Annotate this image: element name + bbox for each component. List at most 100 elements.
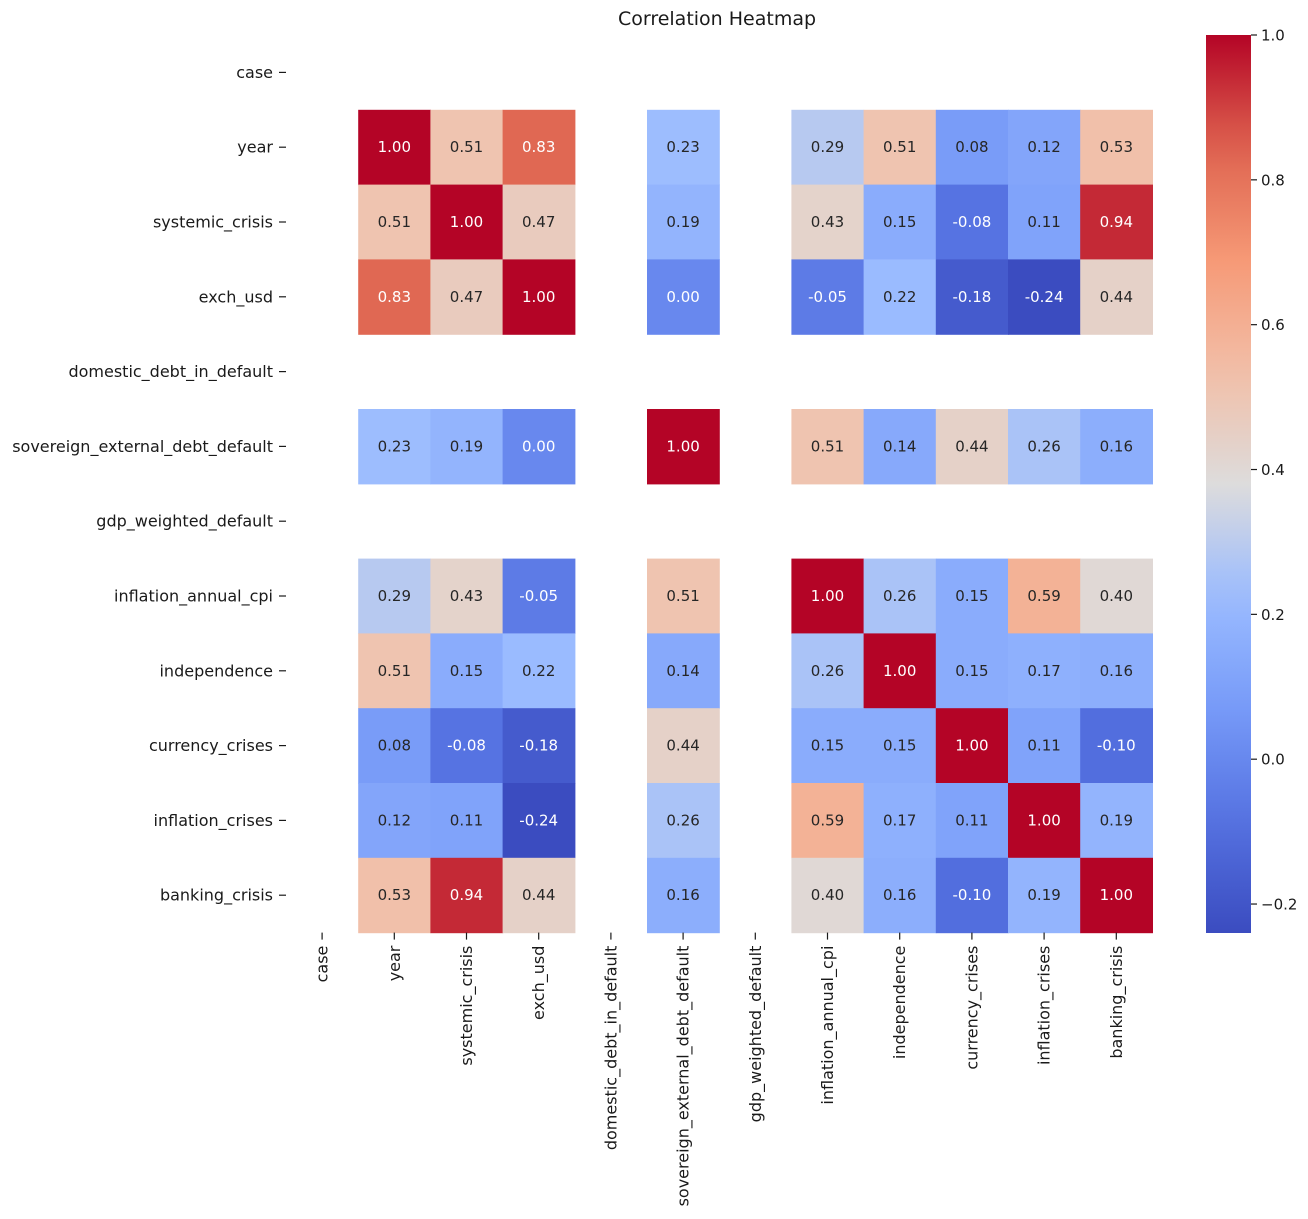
cell-annotation: 0.43	[450, 587, 483, 605]
heatmap-cell	[358, 708, 431, 784]
cell-annotation: 1.00	[522, 288, 555, 306]
cell-annotation: 0.23	[666, 138, 699, 156]
heatmap-cell	[791, 409, 865, 485]
cell-annotation: -0.08	[447, 737, 486, 755]
cell-annotation: 0.00	[522, 437, 555, 455]
heatmap-cell	[791, 708, 865, 784]
cell-annotation: 0.11	[1027, 213, 1060, 231]
heatmap-cell	[502, 857, 576, 934]
heatmap-cell	[502, 409, 576, 485]
cell-annotation: 0.44	[955, 437, 988, 455]
colorbar-tick-label: 0.8	[1261, 171, 1285, 189]
cell-annotation: 0.44	[522, 886, 555, 904]
heatmap-cells	[358, 109, 1153, 934]
y-tick-label: inflation_annual_cpi	[114, 587, 273, 607]
cell-annotation: 0.15	[883, 213, 916, 231]
heatmap-cell	[358, 783, 431, 859]
cell-annotation: 0.51	[811, 437, 844, 455]
heatmap-cell	[935, 708, 1009, 784]
cell-annotation: 0.43	[811, 213, 844, 231]
y-tick-label: case	[236, 63, 273, 82]
heatmap-cell	[647, 708, 720, 784]
x-tick-label: gdp_weighted_default	[746, 946, 766, 1123]
heatmap-cell	[863, 633, 937, 709]
cell-annotation: 0.51	[666, 587, 699, 605]
heatmap-cell	[863, 857, 937, 934]
heatmap-cell	[935, 409, 1009, 485]
cell-annotation: -0.08	[952, 213, 991, 231]
colorbar-gradient	[1206, 35, 1251, 933]
cell-annotation: 0.53	[378, 886, 411, 904]
heatmap-cell	[1080, 633, 1153, 709]
heatmap-cell	[430, 857, 504, 934]
heatmap-cell	[358, 633, 431, 709]
cell-annotation: 0.16	[666, 886, 699, 904]
heatmap-cell	[1008, 857, 1081, 934]
colorbar-tick-label: 0.4	[1261, 461, 1285, 479]
cell-annotation: -0.10	[1097, 737, 1136, 755]
cell-annotation: 0.53	[1100, 138, 1133, 156]
x-tick-label: currency_crises	[962, 946, 982, 1070]
heatmap-cell	[647, 558, 720, 634]
cell-annotation: 0.22	[522, 662, 555, 680]
cell-annotation: 0.29	[811, 138, 844, 156]
heatmap-cell	[935, 857, 1009, 934]
cell-annotation: 0.00	[666, 288, 699, 306]
x-tick-label: sovereign_external_debt_default	[674, 946, 694, 1207]
heatmap-cell	[430, 259, 504, 335]
cell-annotation: 0.51	[378, 213, 411, 231]
cell-annotation: 0.19	[1100, 811, 1133, 829]
x-tick-label: inflation_annual_cpi	[818, 946, 838, 1105]
cell-annotation: 0.14	[666, 662, 699, 680]
heatmap-cell	[358, 857, 431, 934]
heatmap-cell	[935, 558, 1009, 634]
x-tick-label: case	[313, 946, 332, 983]
cell-annotation: -0.18	[519, 737, 558, 755]
colorbar: 1.0 0.8 0.6 0.4 0.2 0.0 −0.2	[1206, 27, 1297, 933]
heatmap-cell	[647, 109, 720, 186]
heatmap-cell	[935, 109, 1009, 186]
heatmap-cell	[1080, 259, 1153, 335]
colorbar-tick-label: 0.2	[1261, 606, 1285, 624]
cell-annotation: 0.22	[883, 288, 916, 306]
heatmap-cell	[1008, 409, 1081, 485]
cell-annotation: 0.44	[666, 737, 699, 755]
heatmap-cell	[1080, 783, 1153, 859]
y-tick-label: currency_crises	[149, 736, 273, 756]
heatmap-cell	[502, 558, 576, 634]
heatmap-cell	[1080, 857, 1153, 934]
cell-annotation: 0.08	[378, 737, 411, 755]
cell-annotation: 0.59	[811, 811, 844, 829]
heatmap-cell	[358, 558, 431, 634]
heatmap-cell	[791, 259, 865, 335]
cell-annotation: 0.15	[955, 587, 988, 605]
cell-annotation: 0.16	[1100, 437, 1133, 455]
colorbar-tick-label: 0.0	[1261, 751, 1285, 769]
x-tick-label: inflation_crises	[1035, 946, 1055, 1065]
heatmap-cell	[647, 857, 720, 934]
cell-annotation: 1.00	[666, 437, 699, 455]
cell-annotation: 0.51	[378, 662, 411, 680]
heatmap-cell	[1080, 409, 1153, 485]
heatmap-cell	[358, 184, 431, 260]
chart-title: Correlation Heatmap	[618, 8, 816, 30]
cell-annotation: -0.18	[952, 288, 991, 306]
cell-annotation: 0.47	[450, 288, 483, 306]
heatmap-cell	[647, 409, 720, 485]
heatmap-cell	[863, 409, 937, 485]
cell-annotation: 0.11	[1027, 737, 1060, 755]
cell-annotation: 0.83	[378, 288, 411, 306]
heatmap-cell	[358, 259, 431, 335]
heatmap-cell	[1008, 558, 1081, 634]
cell-annotation: 0.29	[378, 587, 411, 605]
cell-annotation: 0.15	[811, 737, 844, 755]
y-axis: case year systemic_crisis exch_usd domestic_…	[12, 63, 286, 906]
cell-annotation: 1.00	[955, 737, 988, 755]
cell-annotation: -0.10	[952, 886, 991, 904]
y-tick-label: systemic_crisis	[153, 213, 273, 233]
heatmap-cell	[1080, 184, 1153, 260]
cell-annotation: 0.14	[883, 437, 916, 455]
cell-annotation: 0.26	[883, 587, 916, 605]
cell-annotation: 0.23	[378, 437, 411, 455]
